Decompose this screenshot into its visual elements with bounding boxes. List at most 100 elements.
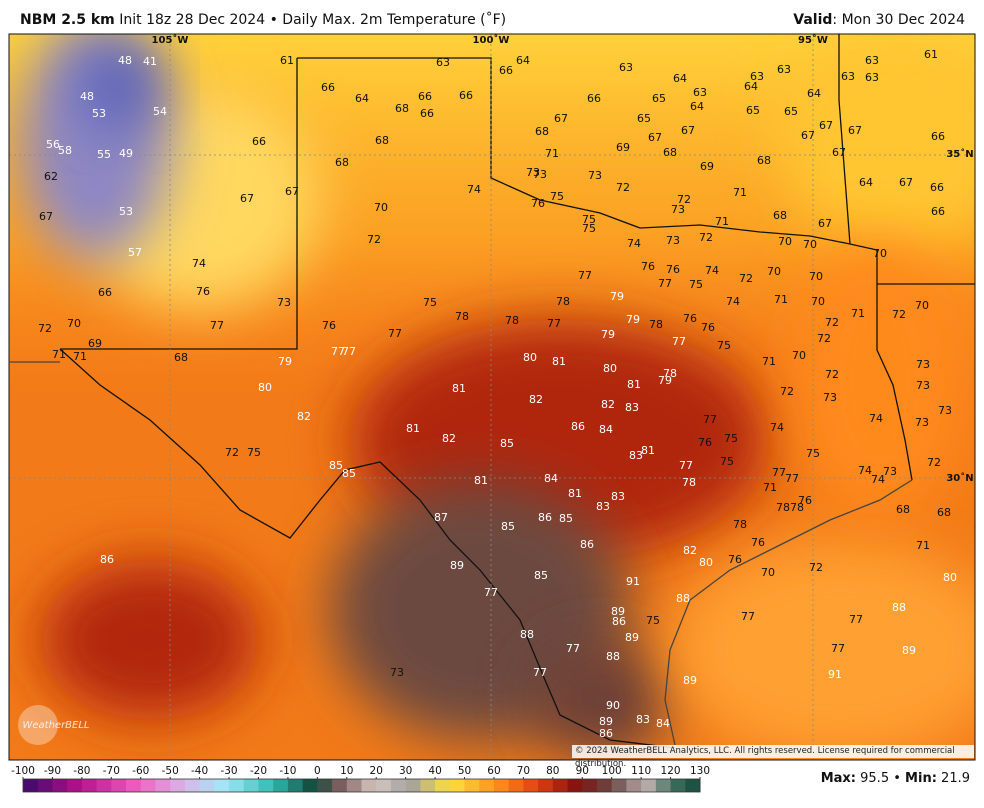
colorbar-segment <box>523 779 539 792</box>
station-value: 71 <box>52 348 66 361</box>
station-value: 86 <box>580 538 594 551</box>
station-value: 80 <box>523 351 537 364</box>
station-value: 66 <box>587 92 601 105</box>
colorbar-segment <box>508 779 524 792</box>
station-value: 69 <box>88 337 102 350</box>
station-value: 58 <box>58 144 72 157</box>
station-value: 82 <box>683 544 697 557</box>
station-value: 84 <box>599 423 613 436</box>
station-value: 67 <box>818 217 832 230</box>
station-value: 76 <box>728 553 742 566</box>
station-value: 71 <box>851 307 865 320</box>
station-value: 67 <box>848 124 862 137</box>
station-value: 87 <box>434 511 448 524</box>
station-value: 79 <box>278 355 292 368</box>
max-min: Max: 95.5 • Min: 21.9 <box>821 771 970 786</box>
station-value: 56 <box>46 138 60 151</box>
station-value: 89 <box>450 559 464 572</box>
station-value: 64 <box>673 72 687 85</box>
station-value: 66 <box>98 286 112 299</box>
station-value: 68 <box>757 154 771 167</box>
station-value: 61 <box>280 54 294 67</box>
station-value: 72 <box>739 272 753 285</box>
station-value: 78 <box>733 518 747 531</box>
station-value: 82 <box>601 398 615 411</box>
station-value: 79 <box>626 313 640 326</box>
map-frame <box>8 33 976 761</box>
station-value: 67 <box>39 210 53 223</box>
colorbar-segment <box>582 779 598 792</box>
station-value: 75 <box>646 614 660 627</box>
colorbar-tick-label: -100 <box>11 765 35 777</box>
station-value: 77 <box>566 642 580 655</box>
colorbar-segment <box>184 779 201 792</box>
station-value: 71 <box>545 147 559 160</box>
station-value: 84 <box>544 472 558 485</box>
colorbar-segment <box>287 779 304 792</box>
station-value: 72 <box>225 446 239 459</box>
station-value: 67 <box>240 192 254 205</box>
colorbar-tick-label: 100 <box>602 765 622 777</box>
station-value: 68 <box>535 125 549 138</box>
station-value: 63 <box>841 70 855 83</box>
station-value: 65 <box>746 104 760 117</box>
station-value: 77 <box>772 466 786 479</box>
station-value: 78 <box>682 476 696 489</box>
station-value: 66 <box>499 64 513 77</box>
station-value: 74 <box>871 473 885 486</box>
separator: • <box>269 12 278 28</box>
colorbar-segment <box>405 779 421 792</box>
station-value: 74 <box>726 295 740 308</box>
station-value: 66 <box>420 107 434 120</box>
station-value: 88 <box>676 592 690 605</box>
station-value: 72 <box>677 193 691 206</box>
colorbar-segment <box>67 779 83 792</box>
station-value: 57 <box>128 246 142 259</box>
colorbar-segment <box>317 779 333 792</box>
station-value: 89 <box>625 631 639 644</box>
station-value: 67 <box>648 131 662 144</box>
colorbar-segment <box>23 779 39 792</box>
station-value: 83 <box>625 401 639 414</box>
station-value: 86 <box>538 511 552 524</box>
station-value: 64 <box>355 92 369 105</box>
station-value: 80 <box>258 381 272 394</box>
station-value: 74 <box>858 464 872 477</box>
lon-label: 105˚W <box>152 34 189 46</box>
colorbar-segment <box>37 779 53 792</box>
colorbar-tick-label: -50 <box>162 765 179 777</box>
copyright: © 2024 WeatherBELL Analytics, LLC. All r… <box>572 745 974 769</box>
station-value: 70 <box>803 238 817 251</box>
station-value: 53 <box>92 107 106 120</box>
station-value: 89 <box>683 674 697 687</box>
station-value: 85 <box>342 467 356 480</box>
station-value: 83 <box>611 490 625 503</box>
station-value: 70 <box>811 295 825 308</box>
station-value: 88 <box>520 628 534 641</box>
station-value: 72 <box>927 456 941 469</box>
station-value: 63 <box>865 71 879 84</box>
colorbar-segment <box>655 779 672 792</box>
min-label: Min: <box>905 771 937 786</box>
station-value: 74 <box>627 237 641 250</box>
graticule <box>9 34 975 760</box>
station-value: 67 <box>899 176 913 189</box>
colorbar-segment <box>479 779 495 792</box>
station-value: 81 <box>568 487 582 500</box>
station-value: 76 <box>701 321 715 334</box>
station-value: 70 <box>67 317 81 330</box>
station-value: 63 <box>693 86 707 99</box>
station-value: 67 <box>285 185 299 198</box>
station-value: 86 <box>599 727 613 740</box>
station-value: 77 <box>849 613 863 626</box>
station-value: 72 <box>367 233 381 246</box>
station-value: 71 <box>762 355 776 368</box>
min-value: 21.9 <box>941 771 970 786</box>
colorbar-tick-label: 30 <box>399 765 412 777</box>
colorbar-tick-label: -60 <box>132 765 149 777</box>
station-value: 67 <box>801 129 815 142</box>
colorbar-segment <box>626 779 642 792</box>
station-value: 90 <box>606 699 620 712</box>
station-value: 75 <box>806 447 820 460</box>
station-value: 70 <box>374 201 388 214</box>
